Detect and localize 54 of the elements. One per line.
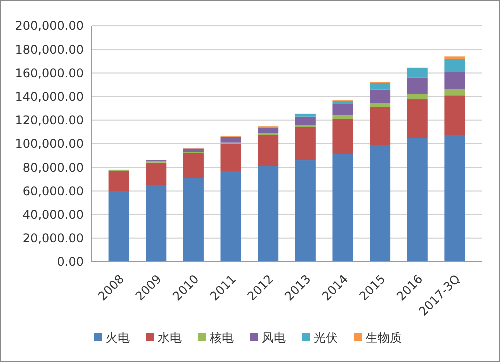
bar — [332, 104, 354, 116]
legend-label: 核电 — [209, 331, 234, 346]
bar — [332, 116, 354, 120]
bar — [370, 107, 391, 146]
bar — [295, 116, 316, 126]
bar — [370, 90, 391, 104]
bar — [370, 145, 391, 262]
bar — [220, 136, 242, 143]
bar — [295, 127, 316, 161]
bar — [444, 135, 466, 262]
bar — [183, 148, 204, 152]
bar — [407, 78, 428, 94]
y-tick-label: 120,000.00 — [15, 114, 84, 128]
legend-label: 光伏 — [314, 331, 338, 346]
bar — [407, 68, 428, 78]
y-tick-label: 60,000.00 — [22, 184, 84, 198]
y-tick-label: 200,000.00 — [15, 19, 84, 34]
bar — [295, 160, 316, 262]
y-tick-label: 0.00 — [57, 255, 84, 270]
bar — [258, 135, 279, 166]
y-tick-label: 40,000.00 — [22, 208, 84, 222]
y-tick-label: 100,000.00 — [15, 137, 84, 152]
bar — [444, 72, 466, 90]
bar — [183, 178, 204, 262]
y-tick-label: 160,000.00 — [15, 66, 84, 80]
legend-label: 火电 — [106, 331, 130, 346]
bar — [220, 171, 242, 262]
bar — [444, 90, 466, 96]
bar — [444, 96, 466, 136]
legend-label: 风电 — [262, 331, 286, 346]
bar — [258, 128, 279, 134]
y-tick-label: 80,000.00 — [22, 160, 84, 175]
bar — [146, 185, 167, 262]
bar — [108, 191, 130, 262]
y-tick-label: 180,000.00 — [15, 42, 84, 57]
bar — [332, 100, 354, 104]
bar — [108, 171, 130, 192]
bar — [332, 154, 354, 262]
bar — [444, 59, 466, 72]
bar — [407, 138, 428, 262]
bar — [407, 94, 428, 100]
legend-label: 生物质 — [366, 331, 402, 346]
bar — [370, 83, 391, 90]
bar — [370, 103, 391, 108]
bar — [332, 119, 354, 154]
bar — [146, 162, 167, 186]
y-tick-label: 20,000.00 — [22, 232, 84, 246]
bar — [444, 56, 466, 60]
bar — [407, 100, 428, 138]
y-tick-label: 140,000.00 — [15, 90, 84, 104]
bar — [183, 153, 204, 178]
legend-label: 水电 — [158, 331, 182, 346]
bar — [220, 144, 242, 172]
bar — [258, 166, 279, 262]
